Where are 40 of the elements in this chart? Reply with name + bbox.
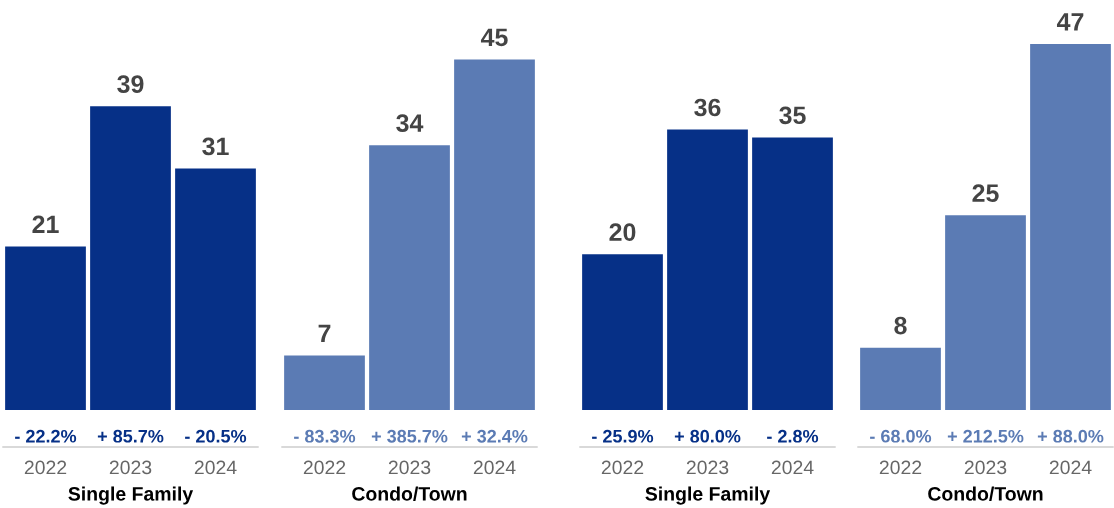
- text: - 22.2%: [15, 429, 77, 443]
- data-label: 25: [972, 184, 999, 203]
- text: - 83.3%: [294, 429, 356, 443]
- data-label: 34: [396, 114, 424, 132]
- x-tick-label: 2023: [388, 460, 431, 475]
- data-label: 31: [202, 137, 229, 156]
- data-label: 35: [779, 106, 806, 125]
- x-tick-label: 2022: [24, 460, 67, 475]
- data-label: 47: [1056, 13, 1084, 31]
- data-label: 21: [32, 215, 59, 233]
- text: - 25.9%: [592, 429, 654, 443]
- text: + 80.0%: [674, 429, 741, 443]
- x-tick-label: 2023: [109, 460, 152, 475]
- x-tick-label: 2023: [686, 460, 729, 475]
- text: + 32.4%: [461, 429, 528, 443]
- x-tick-label: 2022: [601, 460, 644, 475]
- data-label: 20: [609, 223, 636, 241]
- x-tick-label: 2024: [473, 460, 516, 475]
- x-tick-label: 2022: [303, 460, 346, 475]
- data-label: 7: [318, 324, 331, 342]
- data-label: 36: [694, 98, 721, 117]
- text: + 88.0%: [1037, 429, 1104, 443]
- x-axis-title: Condo/Town: [928, 486, 1043, 501]
- text: + 212.5%: [947, 429, 1024, 443]
- x-tick-label: 2023: [964, 460, 1007, 475]
- x-tick-label: 2024: [771, 460, 814, 475]
- data-label: 45: [480, 28, 508, 47]
- text: - 68.0%: [870, 429, 932, 443]
- x-axis-title: Single Family: [68, 486, 194, 505]
- x-tick-label: 2024: [194, 460, 237, 475]
- text: + 385.7%: [371, 429, 448, 443]
- x-axis-title: Single Family: [645, 486, 771, 505]
- text: - 20.5%: [185, 429, 247, 443]
- text: + 85.7%: [97, 429, 164, 443]
- data-label: 39: [117, 75, 144, 93]
- x-tick-label: 2024: [1049, 460, 1092, 475]
- x-axis-title: Condo/Town: [352, 486, 467, 501]
- x-tick-label: 2022: [879, 460, 922, 475]
- data-label: 8: [894, 316, 907, 335]
- text: - 2.8%: [767, 429, 819, 443]
